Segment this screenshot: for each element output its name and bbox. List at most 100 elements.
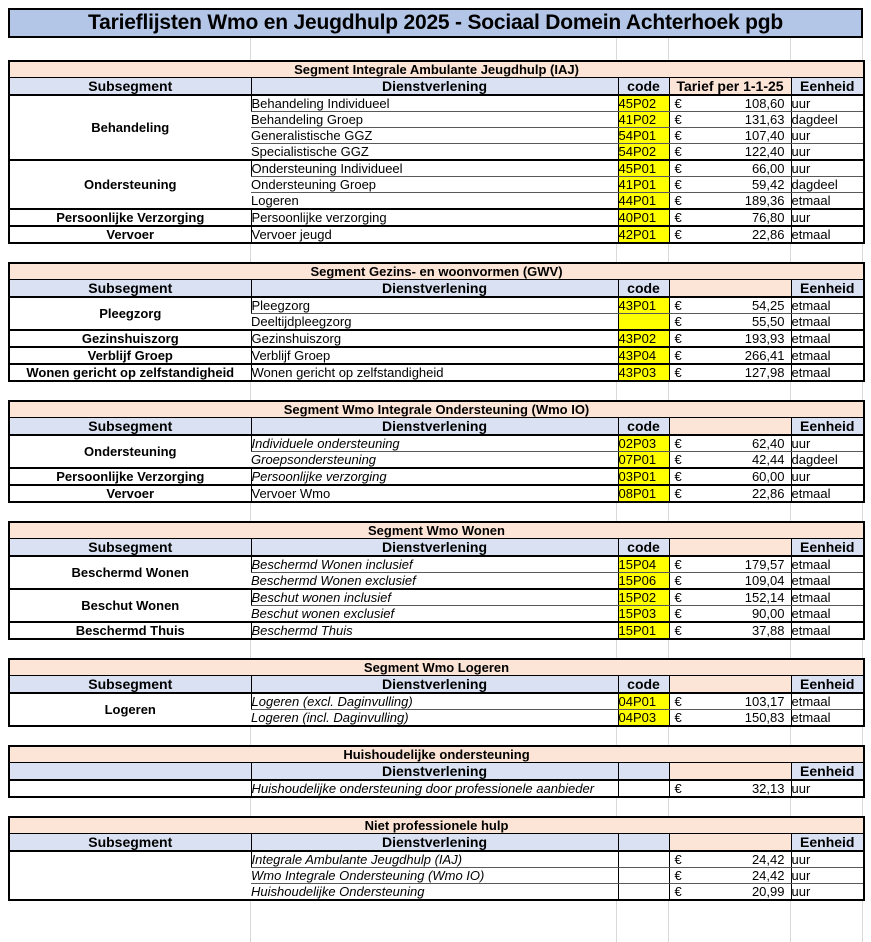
tarief-wrap: €20,99 bbox=[670, 884, 791, 899]
dienstverlening-cell: Individuele ondersteuning bbox=[250, 435, 618, 452]
tarief-wrap: €103,17 bbox=[670, 694, 791, 709]
table-row: Huishoudelijke ondersteuning door profes… bbox=[9, 780, 864, 798]
column-header-dienstverlening: Dienstverlening bbox=[250, 77, 618, 96]
dienstverlening-cell: Generalistische GGZ bbox=[251, 127, 618, 144]
tarief-wrap: €90,00 bbox=[670, 606, 791, 621]
euro-symbol: € bbox=[674, 573, 682, 588]
tarief-amount: 24,42 bbox=[751, 852, 785, 867]
code-cell: 42P01 bbox=[617, 226, 669, 244]
tarief-cell: €42,44 bbox=[668, 451, 791, 469]
table-body: Beschermd Wonen Beschermd Wonen inclusief… bbox=[9, 556, 864, 640]
eenheid-cell: etmaal bbox=[790, 313, 865, 331]
tarief-amount: 66,00 bbox=[751, 161, 785, 176]
tariff-table-wmo-logeren: Segment Wmo Logeren Subsegment Dienstverle… bbox=[8, 658, 865, 727]
eenheid-cell: uur bbox=[790, 468, 865, 486]
column-header-subsegment: Subsegment bbox=[9, 675, 251, 694]
eenheid-cell: uur bbox=[790, 95, 865, 112]
tarief-wrap: €127,98 bbox=[670, 365, 791, 379]
table-row: Vervoer Vervoer jeugd 42P01 €22,86 etmaal bbox=[9, 226, 865, 244]
dienstverlening-cell: Huishoudelijke Ondersteuning bbox=[251, 883, 618, 901]
segment-title: Segment Wmo Integrale Ondersteuning (Wmo… bbox=[9, 401, 865, 418]
segment-header-row: Segment Wmo Wonen bbox=[9, 522, 864, 539]
tarief-wrap: €24,42 bbox=[670, 868, 791, 883]
code-cell: 15P04 bbox=[617, 556, 669, 573]
code-cell bbox=[617, 313, 669, 331]
euro-symbol: € bbox=[674, 868, 682, 883]
subsegment-cell: Persoonlijke Verzorging bbox=[9, 468, 251, 486]
column-header-code: code bbox=[617, 77, 669, 96]
tarief-cell: €90,00 bbox=[668, 605, 791, 623]
code-cell: 15P03 bbox=[617, 605, 669, 623]
code-cell: 04P01 bbox=[617, 693, 669, 710]
eenheid-cell: etmaal bbox=[790, 347, 865, 365]
tariff-table-wmo-wonen: Segment Wmo Wonen Subsegment Dienstverleni… bbox=[8, 521, 865, 640]
code-cell: 43P03 bbox=[617, 364, 669, 382]
tarief-cell: €108,60 bbox=[668, 95, 791, 112]
segment-header-row: Segment Integrale Ambulante Jeugdhulp (I… bbox=[9, 61, 865, 78]
segment-header-row: Huishoudelijke ondersteuning bbox=[9, 746, 864, 763]
tarief-cell: €22,86 bbox=[668, 485, 791, 503]
subsegment-cell: Beschut Wonen bbox=[9, 589, 251, 623]
tarief-wrap: €193,93 bbox=[670, 331, 791, 345]
code-cell: 43P04 bbox=[617, 347, 669, 365]
tarief-wrap: €266,41 bbox=[670, 348, 791, 362]
code-cell bbox=[617, 851, 669, 868]
column-header-tarief bbox=[668, 417, 791, 436]
column-header-eenheid: Eenheid bbox=[790, 538, 864, 557]
tarief-cell: €54,25 bbox=[668, 297, 791, 314]
table-row: Ondersteuning Groep 41P01 €59,42 dagdeel bbox=[9, 176, 865, 193]
euro-symbol: € bbox=[674, 128, 682, 143]
column-header-subsegment: Subsegment bbox=[9, 833, 251, 852]
euro-symbol: € bbox=[674, 884, 682, 899]
tarief-amount: 107,40 bbox=[744, 128, 785, 143]
eenheid-cell: etmaal bbox=[790, 622, 864, 640]
code-cell bbox=[617, 780, 669, 798]
eenheid-cell: etmaal bbox=[790, 709, 864, 727]
subsegment-cell: Vervoer bbox=[9, 226, 251, 244]
tarief-amount: 37,88 bbox=[751, 623, 785, 638]
tarief-wrap: €109,04 bbox=[670, 573, 791, 588]
dienstverlening-cell: Verblijf Groep bbox=[250, 347, 618, 365]
tarief-wrap: €24,42 bbox=[670, 852, 791, 867]
code-cell: 08P01 bbox=[617, 485, 669, 503]
tarief-cell: €60,00 bbox=[668, 468, 791, 486]
column-header-eenheid: Eenheid bbox=[790, 675, 864, 694]
subsegment-cell: Ondersteuning bbox=[9, 160, 251, 210]
segment-title: Segment Gezins- en woonvormen (GWV) bbox=[9, 263, 865, 280]
tarief-cell: €76,80 bbox=[668, 209, 791, 227]
tarief-cell: €59,42 bbox=[668, 176, 791, 193]
dienstverlening-cell: Beschut wonen exclusief bbox=[251, 605, 618, 623]
table-row: Wonen gericht op zelfstandigheid Wonen ge… bbox=[9, 364, 865, 382]
eenheid-cell: dagdeel bbox=[790, 451, 865, 469]
tarief-amount: 32,13 bbox=[751, 781, 785, 796]
dienstverlening-cell: Beschermd Thuis bbox=[250, 622, 618, 640]
eenheid-cell: uur bbox=[790, 851, 865, 868]
code-cell: 54P01 bbox=[617, 127, 669, 144]
euro-symbol: € bbox=[674, 710, 682, 725]
tarief-wrap: €152,14 bbox=[670, 590, 791, 605]
euro-symbol: € bbox=[674, 694, 682, 709]
code-cell bbox=[617, 883, 669, 901]
dienstverlening-cell: Behandeling Individueel bbox=[250, 95, 618, 112]
segment-title: Huishoudelijke ondersteuning bbox=[9, 746, 864, 763]
eenheid-cell: dagdeel bbox=[790, 111, 865, 128]
euro-symbol: € bbox=[674, 96, 682, 111]
euro-symbol: € bbox=[674, 852, 682, 867]
dienstverlening-cell: Specialistische GGZ bbox=[251, 143, 618, 161]
tarief-wrap: €62,40 bbox=[670, 436, 791, 451]
column-header-subsegment: Subsegment bbox=[9, 538, 251, 557]
tarief-cell: €122,40 bbox=[668, 143, 791, 161]
tarief-cell: €32,13 bbox=[668, 780, 791, 798]
segment-title: Niet professionele hulp bbox=[9, 817, 865, 834]
dienstverlening-cell: Pleegzorg bbox=[250, 297, 618, 314]
code-cell: 04P03 bbox=[617, 709, 669, 727]
euro-symbol: € bbox=[674, 486, 682, 501]
dienstverlening-cell: Beschut wonen inclusief bbox=[250, 589, 618, 606]
table-body: Integrale Ambulante Jeugdhulp (IAJ) €24,4… bbox=[9, 851, 865, 901]
euro-symbol: € bbox=[674, 781, 682, 796]
subsegment-cell: Persoonlijke Verzorging bbox=[9, 209, 251, 227]
tarief-amount: 90,00 bbox=[751, 606, 785, 621]
table-row: Huishoudelijke Ondersteuning €20,99 uur bbox=[9, 883, 865, 901]
tarief-cell: €22,86 bbox=[668, 226, 791, 244]
code-cell: 40P01 bbox=[617, 209, 669, 227]
